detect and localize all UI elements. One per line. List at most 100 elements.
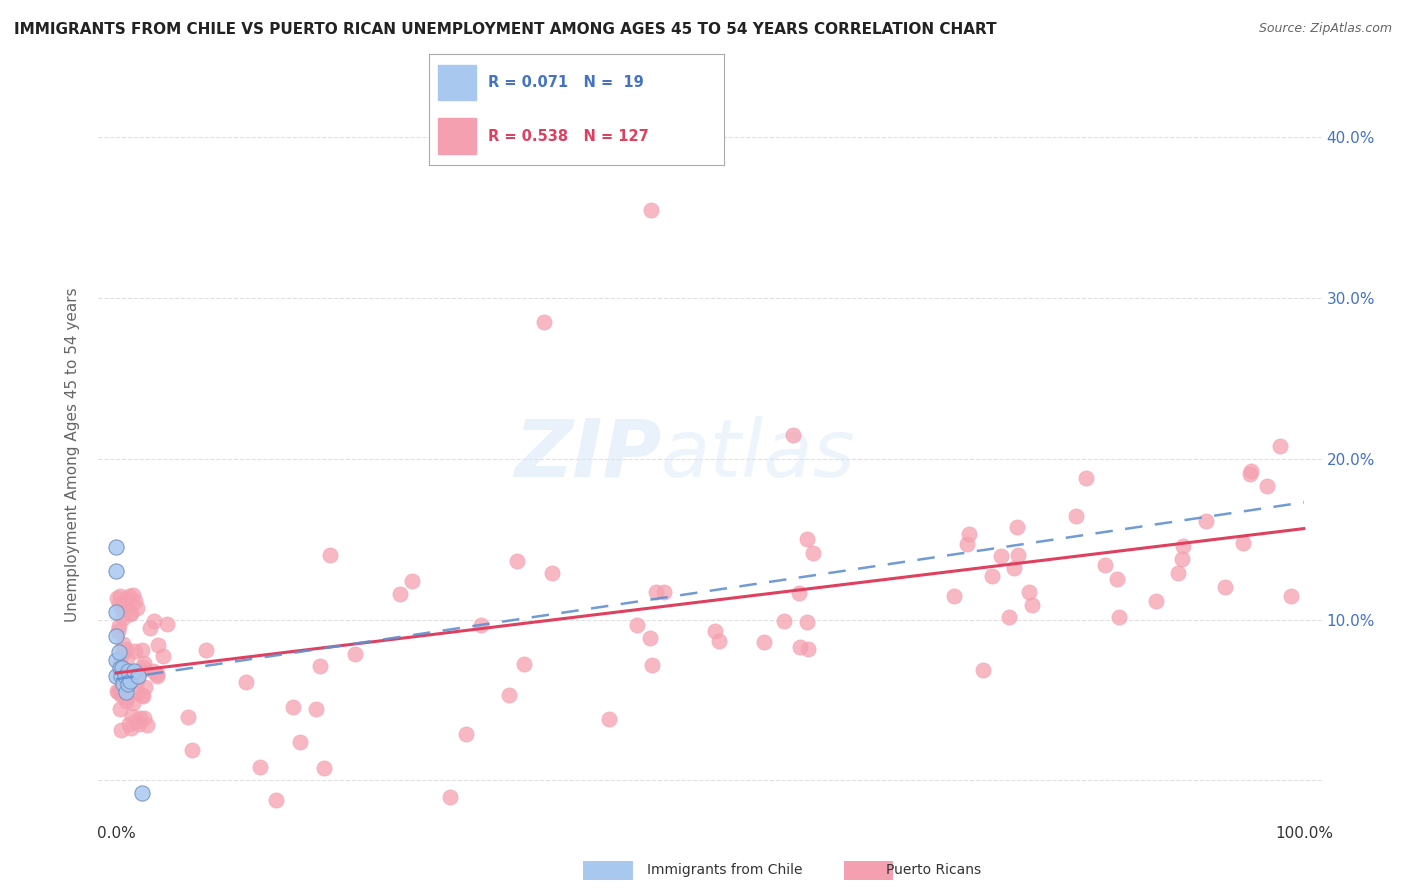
Point [957,527,980,541]
Point [1279,590,1302,604]
Point [125,714,148,728]
Text: Immigrants from Chile: Immigrants from Chile [647,863,803,877]
Point [111,685,134,699]
Y-axis label: Unemployment Among Ages 45 to 54 years: Unemployment Among Ages 45 to 54 years [65,287,80,623]
Point [112,677,135,691]
Point [135,717,157,731]
Point [122,588,145,602]
Point [114,694,136,708]
Point [773,614,796,628]
Point [290,735,312,749]
Point [598,713,620,727]
Point [1005,519,1028,533]
Point [110,688,132,702]
Point [782,427,804,442]
Point [752,634,775,648]
Text: ZIP: ZIP [513,416,661,494]
Point [108,661,131,675]
Point [498,689,520,703]
Point [249,760,271,774]
Point [1094,558,1116,572]
Point [124,593,146,607]
Point [1173,539,1195,553]
Point [134,680,156,694]
Point [124,644,146,658]
Point [281,700,304,714]
Point [703,624,725,639]
Point [314,760,336,774]
Point [439,790,461,805]
Point [114,669,136,683]
Point [796,532,818,546]
Point [122,664,145,678]
Point [796,615,818,629]
Point [105,591,128,606]
Point [146,668,169,682]
Point [1018,584,1040,599]
Point [105,683,128,698]
Point [120,673,142,688]
Point [1167,566,1189,580]
Point [115,691,138,706]
Point [146,638,169,652]
Point [388,587,411,601]
Point [118,590,141,604]
Point [120,606,142,620]
Point [127,669,149,683]
Point [108,619,131,633]
Point [1146,594,1168,608]
Point [108,596,131,610]
Point [454,727,477,741]
Point [1074,471,1097,485]
Point [797,642,820,657]
Point [117,650,139,665]
Point [709,634,731,648]
Point [1007,548,1029,562]
Point [112,596,135,610]
Point [105,565,128,579]
Point [990,549,1012,564]
Point [1064,509,1087,524]
Point [132,690,155,704]
Point [626,617,648,632]
Point [108,682,131,697]
Point [117,677,139,691]
Point [107,645,129,659]
Point [114,642,136,657]
Text: Puerto Ricans: Puerto Ricans [886,863,981,877]
Point [121,721,143,735]
Text: IMMIGRANTS FROM CHILE VS PUERTO RICAN UNEMPLOYMENT AMONG AGES 45 TO 54 YEARS COR: IMMIGRANTS FROM CHILE VS PUERTO RICAN UN… [14,22,997,37]
Point [1213,580,1236,594]
Point [1107,572,1129,586]
Point [107,624,129,638]
Text: R = 0.538   N = 127: R = 0.538 N = 127 [488,128,648,144]
Point [177,710,200,724]
Point [942,589,965,603]
Point [152,649,174,664]
Point [127,673,149,688]
Point [1002,561,1025,575]
Point [319,548,342,562]
Point [110,669,132,683]
Point [1194,514,1216,528]
Bar [437,65,477,101]
Point [506,554,529,568]
Point [540,566,562,580]
Point [652,585,675,599]
Point [105,605,128,619]
Point [132,656,155,670]
Point [344,647,367,661]
Point [118,717,141,731]
Point [1021,598,1043,612]
Point [127,686,149,700]
Point [401,574,423,589]
Point [1239,467,1261,481]
Point [789,640,811,654]
Point [1256,479,1278,493]
Point [956,537,979,551]
Point [470,618,492,632]
Point [124,664,146,678]
Point [138,621,160,635]
Point [118,607,141,621]
Point [127,600,149,615]
